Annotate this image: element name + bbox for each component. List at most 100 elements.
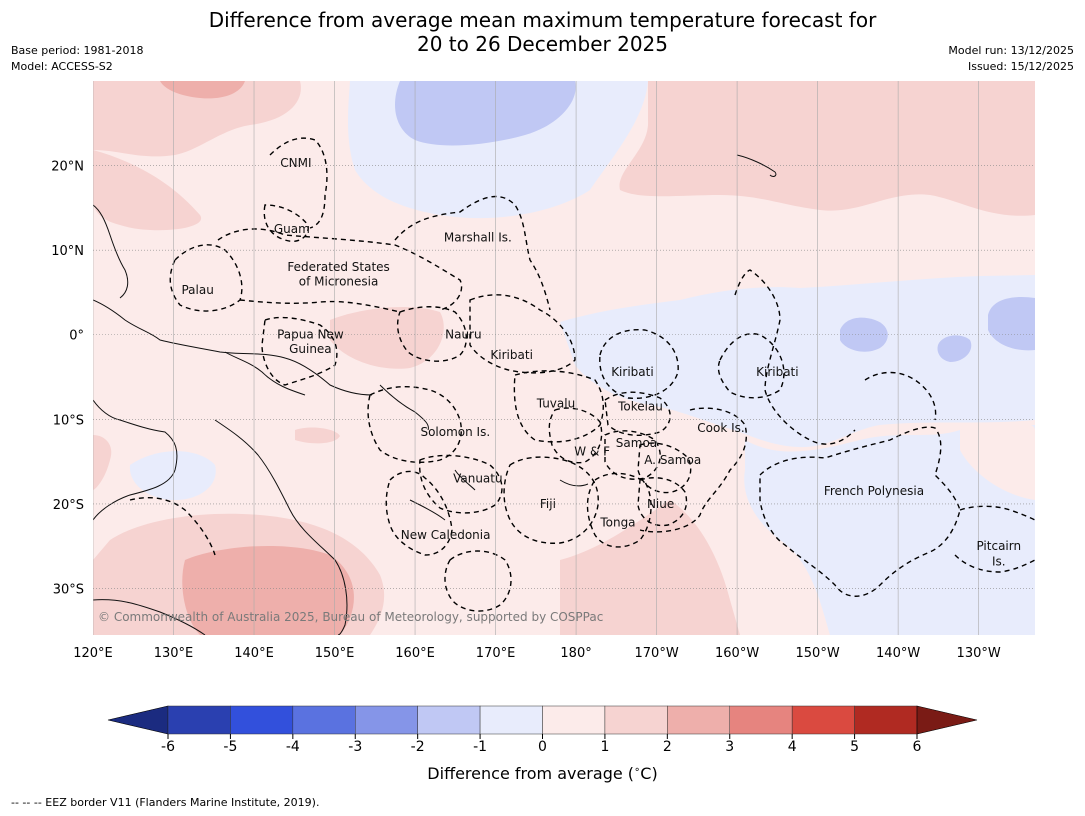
eez-footnote: -- -- -- EEZ border V11 (Flanders Marine… — [11, 796, 320, 809]
title-line-1: Difference from average mean maximum tem… — [208, 8, 877, 32]
lat-tick-label-4: 20°S — [53, 498, 84, 513]
anomaly-warmer-australia — [182, 545, 354, 635]
region-label-9: Kiribati — [490, 348, 532, 362]
coast-fiji — [559, 479, 589, 487]
model-run: Model run: 13/12/2025 — [948, 44, 1074, 57]
region-label-26: Is. — [992, 554, 1006, 568]
colorbar-swatch-4 — [417, 705, 481, 735]
region-label-1: Guam — [274, 222, 310, 236]
anomaly-cool-gulf — [129, 451, 216, 500]
lat-tick-label-1: 10°N — [51, 244, 84, 259]
region-label-11: Kiribati — [756, 365, 798, 379]
colorbar-tick-label-9: 3 — [725, 739, 734, 755]
anomaly-warm-west — [93, 435, 112, 490]
lat-tick-label-3: 10°S — [53, 413, 84, 428]
colorbar-tick-label-8: 2 — [663, 739, 672, 755]
eez-fsm-north — [217, 228, 463, 311]
region-label-6: Papua New — [277, 328, 344, 342]
colorbar-tick-label-7: 1 — [600, 739, 609, 755]
eez-norfolk — [444, 550, 512, 612]
lat-tick-labels: 20°N 10°N 0° 10°S 20°S 30°S — [51, 160, 84, 598]
colorbar-tick-label-5: -1 — [473, 739, 487, 755]
colorbar-tick-label-1: -5 — [223, 739, 237, 755]
eez-guam — [263, 204, 309, 242]
lon-tick-label-5: 170°E — [476, 646, 516, 661]
coast-new-guinea-south — [224, 351, 306, 396]
colorbar-swatch-3 — [355, 705, 418, 735]
eez-cook-islands — [639, 407, 747, 533]
anomaly-warm-philippines — [93, 150, 202, 231]
anomaly-warm-ne — [619, 81, 1035, 216]
eez-tonga — [586, 472, 652, 548]
colorbar-tick-label-6: 0 — [538, 739, 547, 755]
coast-hawaii — [736, 154, 777, 177]
coast-south-australia — [93, 599, 206, 635]
eez-png — [261, 316, 338, 386]
lon-tick-label-7: 170°W — [635, 646, 679, 661]
colorbar-swatch-10 — [791, 705, 855, 735]
colorbar-tick-label-4: -2 — [411, 739, 425, 755]
region-label-16: Samoa — [616, 436, 657, 450]
lat-tick-label-0: 20°N — [51, 160, 84, 175]
anomaly-warm-nw — [93, 81, 301, 157]
region-label-24: New Caledonia — [401, 528, 491, 542]
eez-solomon-islands — [367, 386, 462, 463]
colorbar-swatch-2 — [292, 705, 356, 735]
colorbar-swatch-0 — [167, 705, 231, 735]
colorbar-tick-label-11: 5 — [850, 739, 859, 755]
eez-tuvalu — [513, 370, 604, 443]
eez-nauru — [396, 306, 467, 362]
lon-tick-labels: 120°E 130°E 140°E 150°E 160°E 170°E 180° 170°W 1… — [73, 646, 1001, 661]
anomaly-cooler-patch-3 — [988, 296, 1035, 351]
eez-line-islands — [717, 333, 785, 399]
region-label-13: Tokelau — [617, 400, 663, 414]
eez-fiji — [503, 456, 599, 544]
coast-new-guinea — [93, 299, 373, 396]
colorbar-swatch-8 — [667, 705, 730, 735]
region-label-3: Federated States — [287, 260, 389, 274]
colorbar-under-arrow — [107, 705, 169, 735]
lon-tick-label-9: 150°W — [796, 646, 840, 661]
region-label-7: Guinea — [289, 342, 332, 356]
lon-tick-label-1: 130°E — [154, 646, 194, 661]
region-label-12: Tuvalu — [536, 396, 576, 410]
eez-kiribati-east — [734, 269, 856, 445]
region-label-20: Fiji — [540, 497, 556, 511]
anomaly-cooler-patch-2 — [937, 335, 972, 362]
region-label-4: of Micronesia — [299, 274, 379, 288]
colorbar-swatch-7 — [604, 705, 668, 735]
base-period: Base period: 1981-2018 — [11, 44, 144, 57]
coast-new-caledonia — [409, 499, 446, 521]
model-name: Model: ACCESS-S2 — [11, 60, 113, 73]
region-label-21: Niue — [647, 497, 674, 511]
lon-tick-label-0: 120°E — [73, 646, 113, 661]
colorbar-tick-label-12: 6 — [913, 739, 922, 755]
lon-tick-label-11: 130°W — [957, 646, 1001, 661]
eez-australia — [129, 497, 216, 556]
eez-wallis-futuna — [548, 407, 603, 464]
anomaly-cool-se — [744, 425, 1035, 635]
copyright-text: © Commonwealth of Australia 2025, Bureau… — [98, 610, 603, 624]
region-label-22: French Polynesia — [824, 484, 924, 498]
lon-tick-label-2: 140°E — [234, 646, 274, 661]
eez-fsm-south — [239, 299, 401, 313]
colorbar: -6 -5 -4 -3 -2 -1 0 1 2 3 4 5 6 — [107, 705, 978, 755]
colorbar-swatch-6 — [542, 705, 606, 735]
coast-east-australia — [214, 419, 348, 635]
issued-date: Issued: 15/12/2025 — [967, 60, 1074, 73]
anomaly-warm-south — [560, 500, 740, 635]
eez-cnmi — [269, 137, 328, 229]
colorbar-swatch-1 — [230, 705, 294, 735]
eez-samoa — [604, 430, 661, 480]
region-label-17: W & F — [574, 444, 610, 458]
eez-vanuatu — [418, 454, 503, 514]
colorbar-tick-label-3: -3 — [348, 739, 362, 755]
lat-tick-label-2: 0° — [69, 329, 84, 344]
eez-french-polynesia — [759, 426, 961, 597]
colorbar-swatch-9 — [729, 705, 793, 735]
anomaly-cooler-north — [395, 81, 576, 146]
lon-tick-label-6: 180° — [560, 646, 591, 661]
